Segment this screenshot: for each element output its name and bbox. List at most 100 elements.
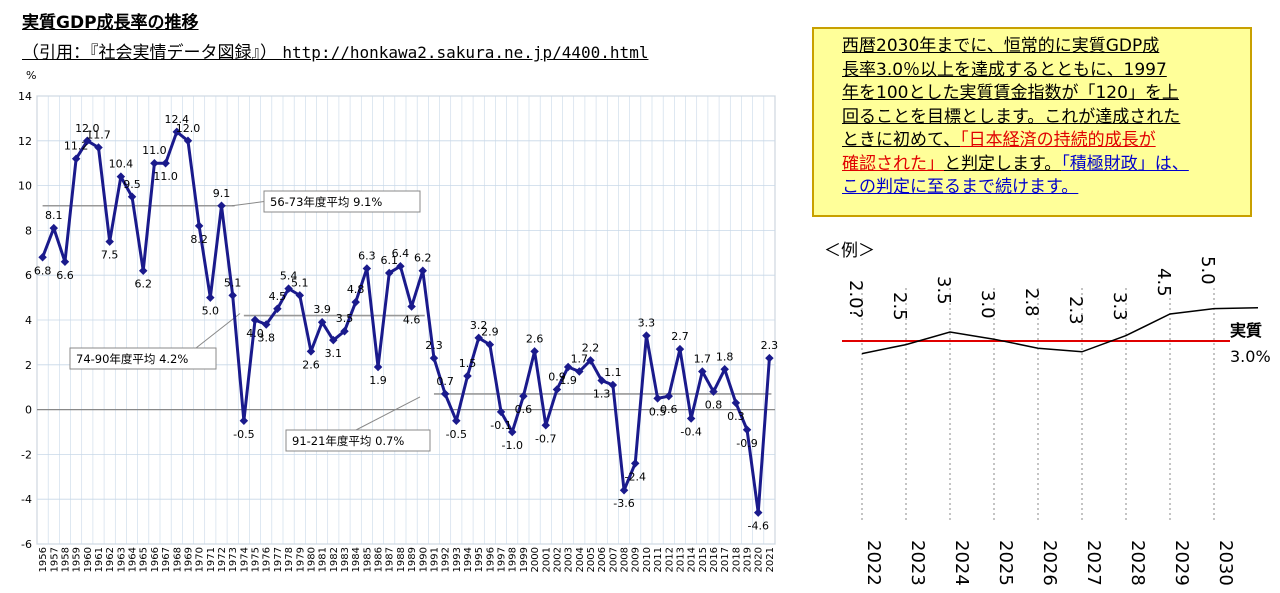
data-label: 12.4 (165, 113, 190, 126)
x-tick-label: 1964 (128, 547, 139, 572)
data-point (273, 304, 282, 314)
y-tick-label: -2 (21, 448, 32, 461)
x-tick-label: 1991 (429, 547, 440, 572)
data-point (765, 353, 774, 363)
data-label: 5.4 (280, 270, 298, 283)
average-callout-pointer (231, 201, 265, 207)
data-label: 1.3 (593, 387, 611, 400)
example-value-label: 3.5 (933, 276, 954, 305)
data-label: 6.2 (134, 278, 152, 291)
average-callout-pointer (355, 396, 421, 431)
data-label: -2.4 (624, 470, 645, 483)
y-tick-label: 14 (18, 90, 32, 103)
x-tick-label: 1996 (485, 547, 496, 572)
data-point (295, 291, 305, 300)
message-line-3: 年を100とした実質賃金指数が「120」を上 (842, 83, 1179, 103)
data-label: 4.5 (269, 290, 287, 303)
data-point (552, 385, 562, 394)
data-label: 12.0 (176, 122, 201, 135)
x-tick-label: 2013 (675, 547, 686, 572)
data-label: 3.8 (257, 331, 275, 344)
data-label: 5.1 (291, 276, 309, 289)
x-tick-label: 2008 (620, 547, 631, 572)
data-label: 1.9 (369, 374, 387, 387)
source-citation: （引用：『社会実情データ図録』） http://honkawa2.sakura.… (22, 38, 648, 63)
example-year-label: 2024 (951, 540, 972, 586)
x-tick-label: 1984 (351, 547, 362, 572)
data-point (396, 261, 405, 271)
goal-message-box: 西暦2030年までに、恒常的に実質GDP成 長率3.0％以上を達成するとともに、… (812, 27, 1252, 217)
data-label: 3.3 (638, 317, 656, 330)
x-tick-label: 1974 (239, 547, 250, 572)
x-tick-label: 1958 (60, 547, 71, 572)
data-point (742, 425, 752, 435)
data-label: 11.7 (86, 129, 111, 142)
data-point (206, 293, 215, 302)
data-point (127, 192, 137, 202)
data-point (720, 365, 729, 374)
x-tick-label: 1965 (139, 547, 150, 572)
x-tick-label: 1983 (340, 547, 351, 572)
x-tick-label: 1956 (38, 547, 49, 572)
data-point (317, 317, 327, 327)
x-tick-label: 1988 (396, 547, 407, 572)
x-tick-label: 2011 (653, 547, 664, 572)
data-label: -1.0 (501, 439, 522, 452)
average-callout-label: 56-73年度平均 9.1% (270, 195, 382, 209)
x-tick-label: 1971 (206, 547, 217, 572)
average-callout-pointer (195, 313, 241, 349)
data-point (329, 335, 338, 345)
data-point (563, 362, 573, 372)
x-tick-label: 1973 (228, 547, 239, 572)
average-callout-box (285, 429, 431, 452)
data-label: 6.1 (380, 254, 398, 267)
x-tick-label: 2014 (687, 547, 698, 572)
data-label: 2.3 (425, 339, 443, 352)
average-callout-box (263, 190, 421, 213)
example-year-label: 2030 (1215, 540, 1236, 586)
data-point (686, 414, 696, 423)
x-tick-label: 1997 (497, 547, 508, 572)
data-label: 9.1 (213, 187, 231, 200)
data-point (507, 427, 517, 437)
data-point (608, 380, 618, 390)
y-tick-label: 10 (18, 180, 32, 193)
data-point (194, 221, 204, 231)
x-tick-label: 1985 (362, 547, 373, 572)
data-point (675, 344, 685, 354)
example-projection-chart: ＜例＞ 2022 2023 2024 2025 2026 2027 2028 2029 2030 実… (824, 241, 1271, 586)
x-tick-label: 2019 (743, 547, 754, 572)
example-value-label: 5.0 (1197, 256, 1218, 285)
x-tick-label: 1986 (374, 547, 385, 572)
data-label: 6.2 (414, 252, 432, 265)
data-label: 0.3 (727, 410, 745, 423)
source-url[interactable]: http://honkawa2.sakura.ne.jp/4400.html (282, 43, 649, 62)
data-label: -0.7 (535, 432, 556, 445)
x-tick-label: 2006 (597, 547, 608, 572)
data-point (541, 421, 551, 430)
x-tick-label: 2005 (586, 547, 597, 572)
data-point (306, 347, 316, 356)
data-point (284, 284, 293, 293)
data-label: 3.1 (325, 347, 343, 360)
x-tick-label: 1989 (407, 547, 418, 572)
x-tick-label: 1975 (251, 547, 262, 572)
data-label: 0.8 (705, 399, 723, 412)
data-point (496, 407, 506, 417)
x-tick-label: 1977 (273, 547, 284, 572)
data-point (105, 237, 114, 246)
message-line-2: 長率3.0％以上を達成するとともに、1997 (842, 59, 1167, 80)
example-year-label: 2025 (995, 540, 1016, 586)
y-tick-label: -6 (21, 538, 32, 551)
x-tick-label: 1970 (195, 547, 206, 572)
example-value-label: 4.5 (1153, 268, 1174, 297)
x-tick-label: 2021 (765, 547, 776, 572)
data-label: 2.3 (761, 339, 779, 352)
example-year-label: 2022 (863, 540, 884, 586)
data-label: 10.4 (109, 158, 134, 171)
x-tick-label: 2000 (530, 547, 541, 572)
data-point (49, 223, 59, 233)
data-point (418, 266, 428, 275)
message-line-5a: ときに初めて、 (842, 130, 961, 150)
data-label: 6.6 (56, 269, 74, 282)
